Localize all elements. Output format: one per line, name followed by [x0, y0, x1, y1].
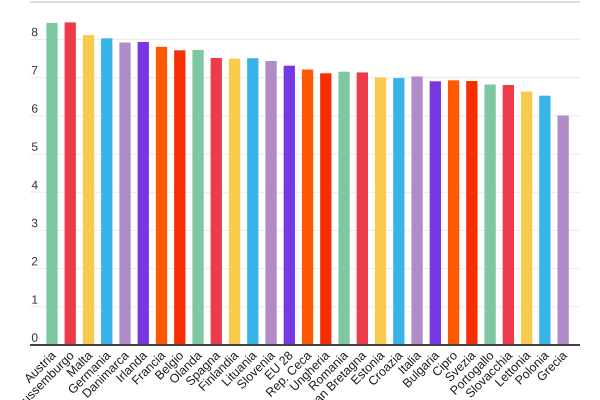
svg-text:4: 4 — [31, 178, 38, 192]
svg-text:8: 8 — [31, 25, 38, 39]
svg-text:2: 2 — [31, 254, 38, 268]
svg-text:3: 3 — [31, 216, 38, 230]
svg-text:7: 7 — [31, 63, 38, 77]
svg-text:1: 1 — [31, 293, 38, 307]
svg-text:6: 6 — [31, 102, 38, 116]
svg-text:5: 5 — [31, 140, 38, 154]
svg-text:0: 0 — [31, 331, 38, 345]
